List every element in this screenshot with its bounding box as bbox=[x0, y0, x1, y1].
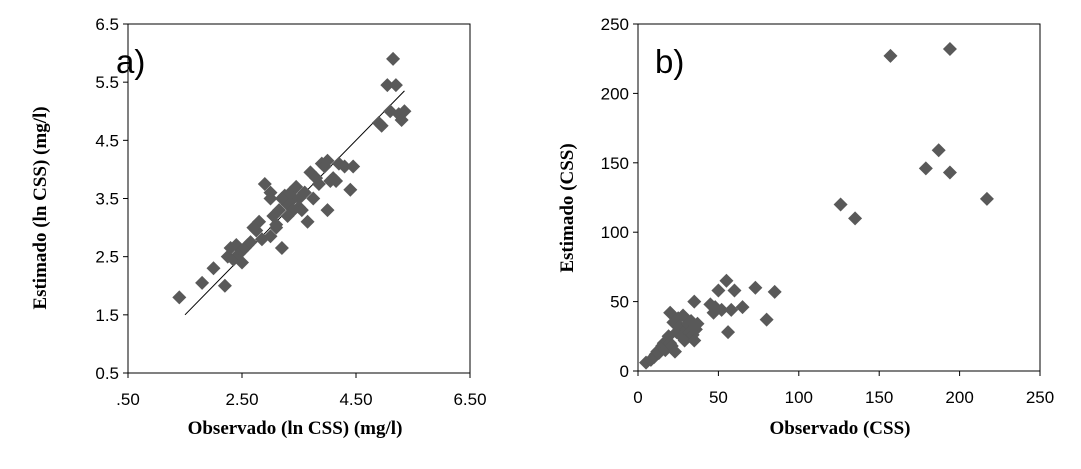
data-point bbox=[320, 153, 335, 168]
data-point bbox=[748, 280, 763, 295]
data-point bbox=[292, 191, 306, 206]
y-tick-label: 150 bbox=[601, 154, 629, 173]
data-point bbox=[388, 78, 403, 93]
data-point bbox=[942, 41, 957, 56]
plot-frame bbox=[637, 23, 1041, 372]
data-point bbox=[711, 283, 726, 298]
data-point bbox=[667, 344, 682, 359]
y-tick-label: 6.5 bbox=[95, 15, 119, 34]
x-tick-label: 2.50 bbox=[225, 390, 258, 409]
data-point bbox=[337, 159, 352, 174]
x-tick-label: 250 bbox=[1026, 388, 1054, 407]
data-point bbox=[727, 283, 742, 298]
y-tick-label: 5.5 bbox=[95, 73, 119, 92]
y-tick-label: 200 bbox=[601, 84, 629, 103]
data-point bbox=[380, 78, 395, 93]
data-point bbox=[263, 191, 278, 206]
data-point bbox=[274, 240, 289, 255]
x-tick-label: 4.50 bbox=[339, 390, 372, 409]
data-point bbox=[848, 211, 863, 226]
data-point bbox=[724, 302, 739, 317]
data-point bbox=[759, 312, 774, 327]
x-axis-title: Observado (ln CSS) (mg/l) bbox=[188, 418, 403, 439]
x-tick-label: 200 bbox=[945, 388, 973, 407]
data-point bbox=[274, 191, 289, 206]
data-point bbox=[269, 217, 284, 232]
y-tick-label: 3.5 bbox=[95, 190, 119, 209]
data-point bbox=[306, 191, 321, 206]
data-point bbox=[206, 261, 221, 276]
data-point bbox=[721, 325, 736, 340]
data-point bbox=[687, 294, 702, 309]
data-point bbox=[397, 104, 412, 119]
y-tick-label: 2.5 bbox=[95, 248, 119, 267]
data-point bbox=[243, 235, 258, 250]
data-point bbox=[719, 273, 734, 288]
x-tick-label: 0 bbox=[633, 388, 642, 407]
y-tick-label: 0 bbox=[620, 362, 629, 381]
data-point bbox=[942, 165, 957, 180]
data-point bbox=[246, 220, 261, 235]
data-point bbox=[217, 278, 232, 293]
data-point bbox=[289, 179, 304, 194]
y-tick-label: 4.5 bbox=[95, 131, 119, 150]
y-tick-label: 250 bbox=[601, 15, 629, 34]
scatter-chart-b: 0 50 100 150 200 250 0 50 100 150 200 250 b) Observad… bbox=[557, 15, 1054, 439]
y-axis-title: Estimado (CSS) bbox=[557, 143, 578, 272]
data-point bbox=[311, 176, 326, 191]
data-point bbox=[979, 191, 994, 206]
panel-label: b) bbox=[655, 43, 684, 80]
data-point bbox=[346, 159, 361, 174]
data-point bbox=[931, 143, 946, 158]
data-point bbox=[294, 203, 309, 218]
y-tick-label: 1.5 bbox=[95, 306, 119, 325]
data-point bbox=[690, 316, 705, 331]
data-point bbox=[767, 284, 782, 299]
x-tick-label: 100 bbox=[785, 388, 813, 407]
panel-label: a) bbox=[116, 43, 145, 80]
y-axis-title: Estimado (ln CSS) (mg/l) bbox=[30, 106, 51, 309]
data-point bbox=[918, 161, 933, 176]
scatter-chart-a: .50 2.50 4.50 6.50 0.5 1.5 2.5 3.5 4.5 5.5 6.5 a) Ob… bbox=[30, 15, 487, 439]
y-tick-label: 0.5 bbox=[95, 364, 119, 383]
data-point bbox=[263, 229, 278, 244]
data-point bbox=[714, 302, 729, 317]
x-tick-label: 150 bbox=[865, 388, 893, 407]
x-tick-label: 50 bbox=[709, 388, 728, 407]
y-tick-label: 50 bbox=[610, 293, 629, 312]
data-point bbox=[235, 255, 249, 270]
data-point bbox=[257, 176, 272, 191]
data-point bbox=[374, 118, 389, 133]
data-point bbox=[735, 300, 750, 315]
data-point bbox=[329, 174, 344, 189]
data-point bbox=[833, 197, 848, 212]
x-axis-title: Observado (CSS) bbox=[770, 418, 911, 439]
data-point bbox=[883, 48, 898, 63]
data-point bbox=[172, 290, 187, 305]
data-point bbox=[280, 208, 295, 223]
data-point bbox=[343, 182, 358, 197]
data-point bbox=[687, 333, 702, 348]
data-point bbox=[386, 51, 401, 66]
x-tick-label: .50 bbox=[116, 390, 140, 409]
data-point bbox=[272, 203, 287, 218]
data-point bbox=[300, 214, 315, 229]
x-tick-label: 6.50 bbox=[453, 390, 486, 409]
data-point bbox=[320, 203, 335, 218]
y-tick-label: 100 bbox=[601, 223, 629, 242]
data-point bbox=[195, 275, 210, 290]
